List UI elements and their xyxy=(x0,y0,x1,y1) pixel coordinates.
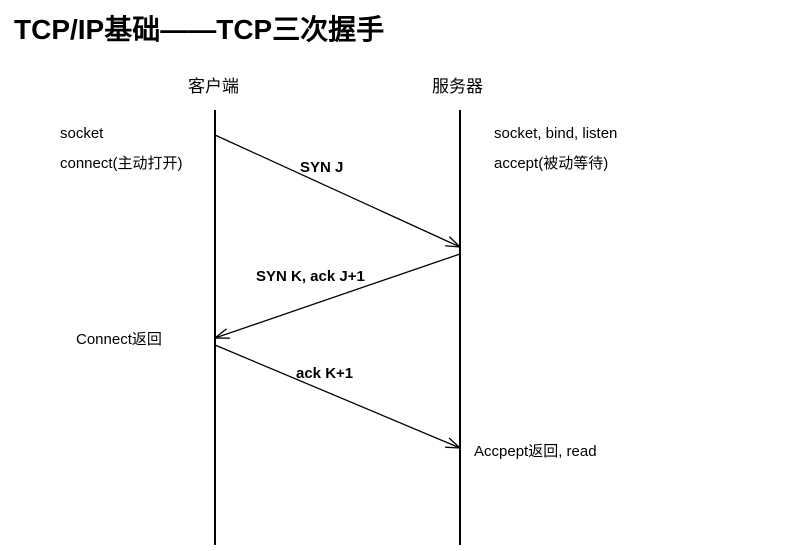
sequence-diagram xyxy=(0,0,804,551)
